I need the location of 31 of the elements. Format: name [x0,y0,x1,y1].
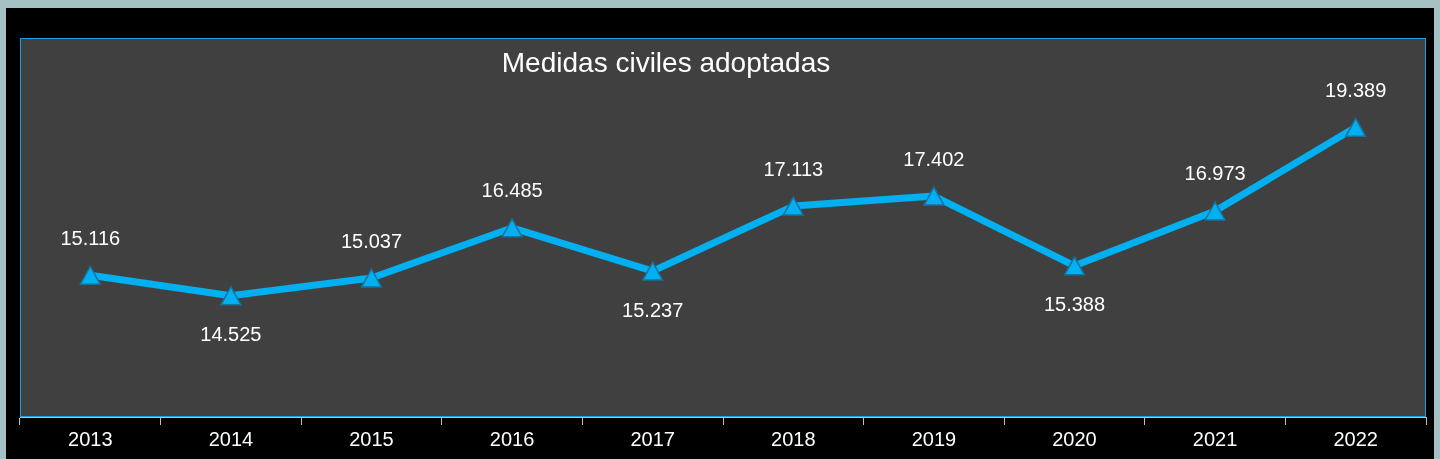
data-label: 19.389 [1325,78,1387,101]
point [360,268,383,288]
chart-title: Medidas civiles adoptadas [501,46,831,78]
point [782,196,804,216]
data-label: 14.525 [200,323,262,346]
x-tick-label: 2018 [771,427,816,450]
point [220,285,242,306]
data-label: 15.116 [60,226,121,249]
x-tick-label: 2014 [208,427,254,450]
x-tick-label: 2013 [68,427,113,450]
x-tick-label: 2021 [1192,427,1238,450]
x-tick-label: 2020 [1052,427,1097,450]
data-label: 16.973 [1184,162,1246,185]
data-label: 15.037 [340,229,403,252]
point [501,218,523,238]
data-label: 17.402 [903,147,965,170]
x-tick-label: 2022 [1333,427,1378,450]
point [1204,201,1226,221]
x-tick-label: 2019 [911,427,957,450]
data-label: 15.237 [622,298,684,321]
point [923,186,945,206]
x-tick-label: 2015 [349,427,394,450]
data-label: 16.485 [481,179,543,202]
data-label: 17.113 [763,157,824,180]
x-tick-label: 2017 [630,427,675,450]
data-label: 15.388 [1043,293,1106,316]
x-tick-label: 2016 [489,427,535,450]
point [1063,256,1086,276]
point [79,265,101,285]
point [642,261,664,281]
point [1345,117,1367,138]
